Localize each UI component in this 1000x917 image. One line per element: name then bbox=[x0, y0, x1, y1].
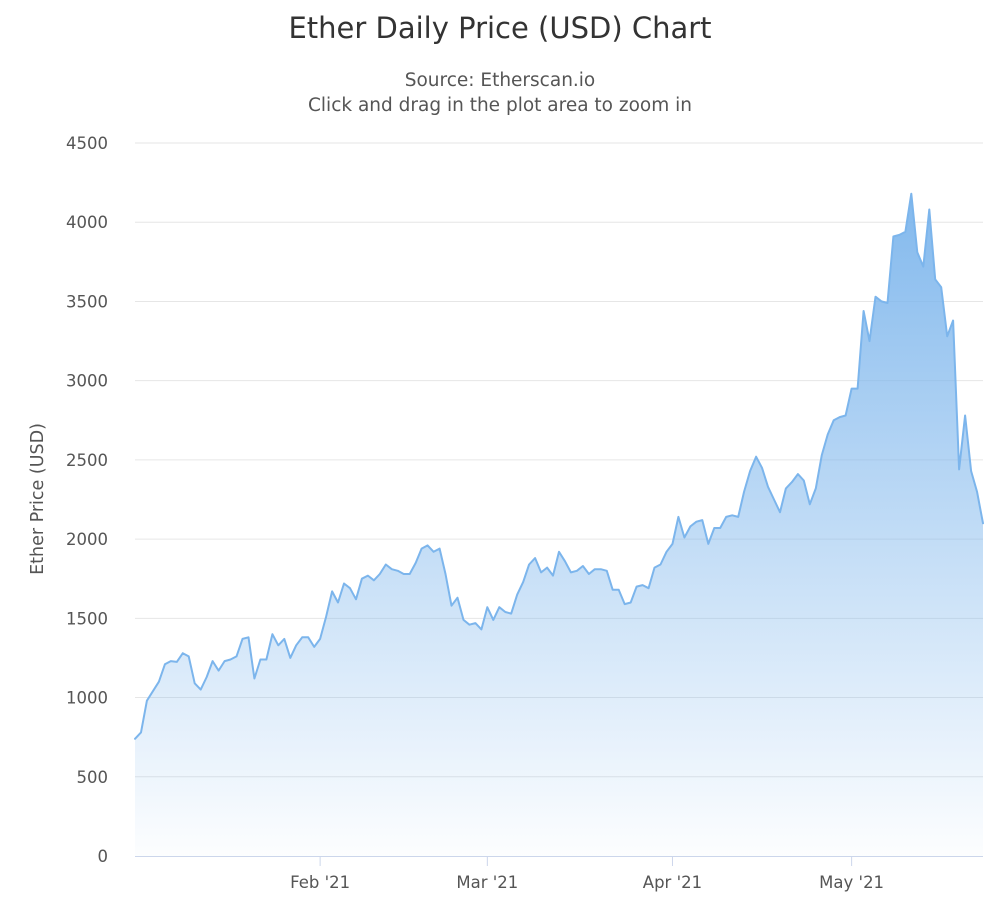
price-area-fill bbox=[135, 193, 983, 856]
y-axis-title: Ether Price (USD) bbox=[28, 423, 48, 575]
x-tick-label: Apr '21 bbox=[643, 873, 702, 892]
y-tick-label: 0 bbox=[98, 847, 109, 866]
y-tick-label: 2500 bbox=[66, 451, 108, 470]
x-tick-label: May '21 bbox=[819, 873, 884, 892]
y-tick-label: 1500 bbox=[66, 609, 108, 628]
y-axis-labels: 0 500 1000 1500 2000 2500 3000 3500 4000 4500 bbox=[66, 134, 108, 866]
x-axis-labels: Feb '21 Mar '21 Apr '21 May '21 bbox=[290, 873, 884, 892]
y-tick-label: 1000 bbox=[66, 689, 108, 708]
chart-title: Ether Daily Price (USD) Chart bbox=[288, 11, 711, 45]
y-tick-label: 2000 bbox=[66, 530, 108, 549]
chart-subtitle-hint: Click and drag in the plot area to zoom … bbox=[308, 95, 692, 116]
x-axis bbox=[135, 856, 983, 866]
y-tick-label: 3500 bbox=[66, 292, 108, 311]
y-tick-label: 500 bbox=[77, 768, 109, 787]
y-tick-label: 3000 bbox=[66, 372, 108, 391]
x-tick-label: Mar '21 bbox=[456, 873, 518, 892]
y-tick-label: 4500 bbox=[66, 134, 108, 153]
x-tick-label: Feb '21 bbox=[290, 873, 350, 892]
price-series-line[interactable] bbox=[134, 192, 984, 740]
y-tick-label: 4000 bbox=[66, 213, 108, 232]
plot-area[interactable] bbox=[134, 192, 984, 856]
chart-subtitle-source: Source: Etherscan.io bbox=[405, 70, 596, 91]
